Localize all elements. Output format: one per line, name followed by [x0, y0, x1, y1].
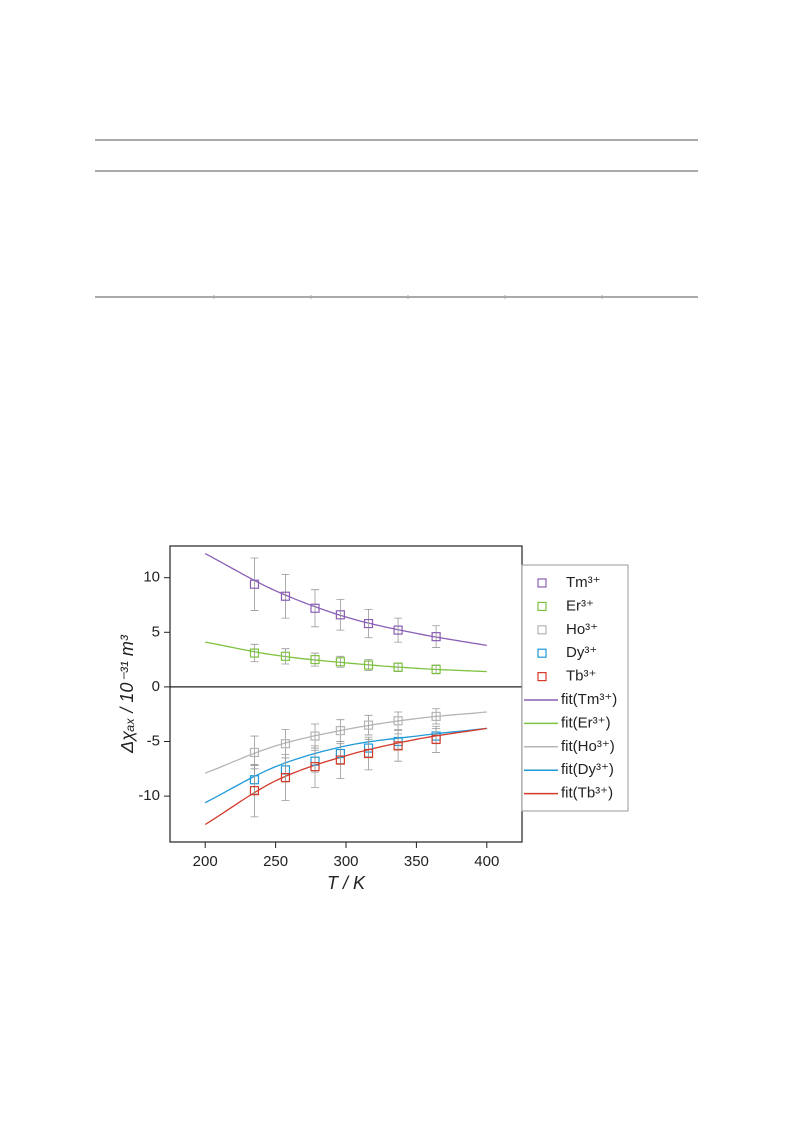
y-axis-label: Δχₐₓ / 10⁻³¹ m³	[117, 634, 137, 754]
x-tick-label: 250	[263, 853, 288, 870]
data-point	[393, 662, 403, 672]
legend-label: Er³⁺	[566, 597, 594, 614]
fit-line	[204, 711, 487, 774]
data-point	[280, 591, 291, 601]
fit-line	[204, 553, 487, 647]
x-tick-label: 300	[333, 853, 358, 870]
legend-label: fit(Tm³⁺)	[561, 691, 617, 708]
y-tick-label: 10	[143, 569, 160, 586]
error-bar	[281, 573, 290, 619]
legend-symbol	[537, 578, 547, 588]
data-point	[249, 786, 260, 796]
legend-label: fit(Er³⁺)	[561, 714, 611, 731]
x-tick-label: 400	[474, 853, 499, 870]
x-axis-label: T / K	[327, 873, 366, 893]
data-point	[310, 731, 320, 741]
data-point	[431, 734, 441, 744]
error-bar	[281, 648, 290, 665]
legend-symbol	[537, 625, 547, 635]
data-point	[335, 610, 345, 620]
data-point	[249, 648, 260, 658]
table-column-ticks	[213, 295, 603, 299]
y-tick-label: -10	[138, 787, 160, 804]
legend-label: fit(Dy³⁺)	[561, 761, 614, 778]
y-tick-label: -5	[147, 732, 160, 749]
data-point	[280, 739, 291, 749]
error-bar	[281, 754, 290, 801]
data-point	[363, 660, 374, 670]
data-point	[249, 579, 260, 589]
error-bar	[311, 589, 320, 628]
error-bar	[394, 730, 403, 762]
legend-symbol	[537, 601, 547, 612]
error-bar	[432, 725, 441, 753]
error-bar	[364, 714, 373, 736]
plot-frame	[169, 545, 523, 843]
data-point	[393, 741, 403, 751]
error-bar	[250, 764, 259, 818]
legend-label: Tm³⁺	[566, 574, 601, 591]
y-tick-label: 5	[152, 623, 160, 640]
data-point	[335, 657, 345, 667]
legend-label: fit(Ho³⁺)	[561, 738, 615, 755]
data-point	[393, 716, 403, 726]
error-bar	[250, 557, 259, 611]
error-bar	[394, 711, 403, 730]
data-point	[431, 664, 441, 675]
data-point	[310, 654, 320, 665]
legend-label: Ho³⁺	[566, 621, 598, 638]
legend-label: Tb³⁺	[566, 668, 596, 685]
data-point	[310, 762, 320, 772]
data-point	[431, 711, 441, 721]
data-point	[393, 625, 403, 635]
error-bar	[432, 708, 441, 725]
legend-symbol	[537, 648, 547, 658]
error-bar	[336, 599, 345, 631]
data-point	[363, 720, 374, 730]
legend-label: Dy³⁺	[566, 644, 597, 661]
fit-line	[205, 641, 487, 673]
data-point	[363, 748, 374, 759]
legend-symbol	[537, 671, 547, 682]
data-point	[280, 651, 291, 661]
error-bar	[336, 741, 345, 780]
y-tick-label: 0	[152, 678, 160, 695]
error-bar	[364, 736, 373, 771]
data-point	[310, 603, 320, 613]
error-bar	[250, 643, 259, 663]
data-point	[280, 772, 291, 783]
error-bar	[394, 617, 403, 643]
data-point	[363, 618, 374, 629]
data-point	[431, 632, 441, 642]
legend-label: fit(Tb³⁺)	[561, 785, 613, 802]
data-point	[335, 755, 345, 765]
error-bar	[432, 625, 441, 648]
error-bar	[364, 608, 373, 639]
data-point	[335, 725, 345, 736]
fit-line	[204, 727, 487, 826]
fit-line	[204, 727, 487, 804]
data-point	[249, 747, 260, 758]
error-bar	[311, 745, 320, 788]
x-tick-label: 350	[404, 853, 429, 870]
x-tick-label: 200	[193, 853, 218, 870]
